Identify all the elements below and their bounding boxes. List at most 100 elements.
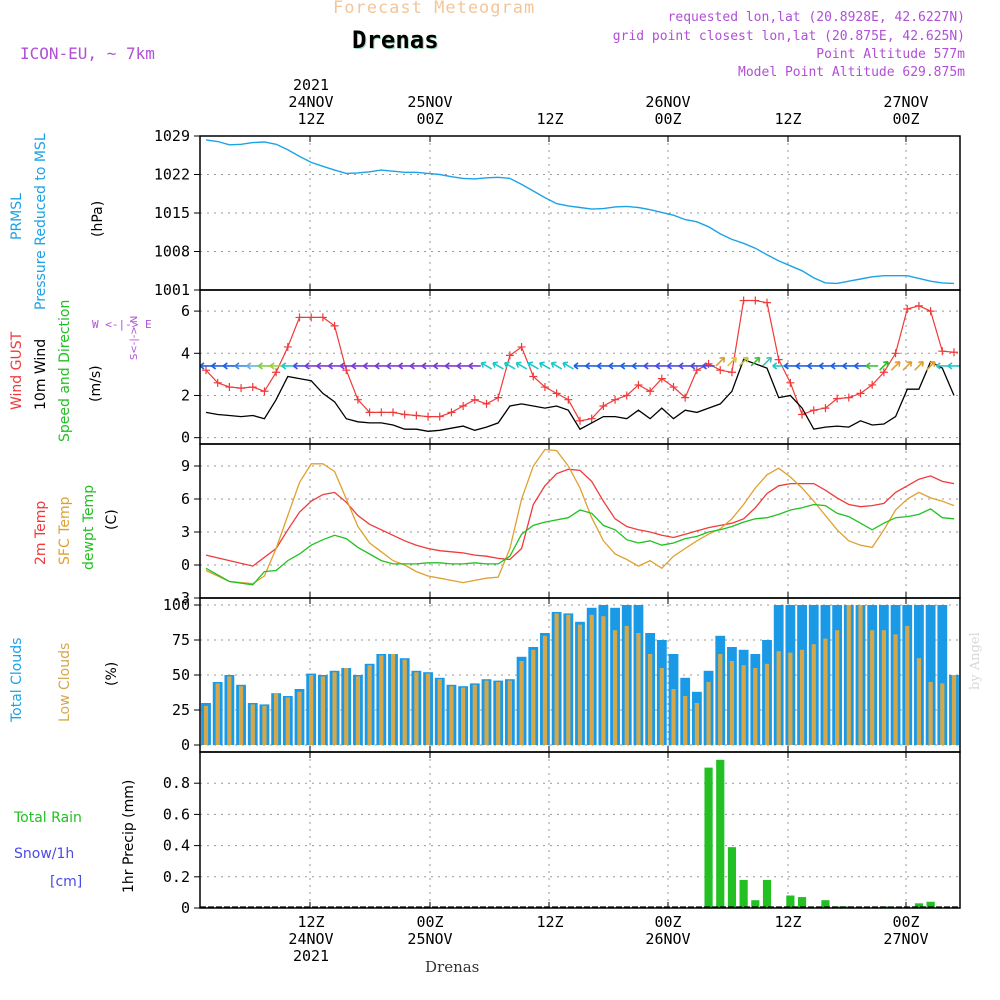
compass-ew-label: W <-|-> E <box>92 318 152 331</box>
low-cloud-bar <box>215 683 220 745</box>
arrow-head <box>281 362 287 370</box>
low-cloud-bar <box>250 704 255 745</box>
arrow-head <box>842 362 848 370</box>
low-cloud-bar <box>951 675 957 745</box>
wind-direction-arrow <box>783 362 797 370</box>
footer-location: Drenas <box>425 958 480 976</box>
rain-bar <box>821 900 830 908</box>
y-tick-label: 9 <box>181 457 190 475</box>
arrow-head <box>316 362 322 370</box>
y-tick-label: 1001 <box>154 281 190 299</box>
y-tick-label: 75 <box>172 631 190 649</box>
gust-marker <box>611 395 620 404</box>
top-tick-1: 25NOV 00Z <box>390 94 470 128</box>
wind-direction-arrow <box>398 362 411 370</box>
bottom-tick-date: 27NOV <box>883 930 929 948</box>
low-cloud-bar <box>519 661 524 745</box>
total-rain-label: Total Rain <box>14 810 82 826</box>
low-cloud-bar <box>402 659 407 745</box>
wind-direction-arrow <box>842 362 855 370</box>
wind-direction-arrow <box>456 362 470 370</box>
panel-bg <box>200 752 960 908</box>
arrow-head <box>807 362 813 370</box>
wind-direction-arrow <box>608 362 622 370</box>
gust-marker <box>587 414 596 423</box>
temp-line-2 <box>205 503 955 586</box>
y-tick-label: 1008 <box>154 243 190 261</box>
arrow-shaft <box>902 361 913 371</box>
wind-direction-arrow <box>480 361 493 370</box>
low-cloud-bar <box>484 680 489 745</box>
total-cloud-bar <box>925 605 936 745</box>
arrow-head <box>339 362 345 370</box>
gust-marker <box>470 395 479 404</box>
rain-bar <box>762 879 772 908</box>
gust-marker <box>552 389 561 398</box>
gust-marker <box>763 298 771 307</box>
wind-direction-arrow <box>211 362 224 370</box>
gust-marker <box>692 366 701 375</box>
y-tick-label: 2 <box>181 386 190 404</box>
arrow-shaft <box>551 362 563 370</box>
arrow-head <box>772 362 778 370</box>
low-cloud-bar <box>379 655 384 745</box>
top-tick-2: 12Z <box>510 111 590 128</box>
wind-direction-arrow <box>690 362 703 370</box>
low-cloud-bar <box>648 654 653 745</box>
arrow-shaft <box>504 362 516 370</box>
low-cloud-bar <box>799 649 805 745</box>
bottom-tick-date: 26NOV <box>645 930 691 948</box>
arrow-head <box>731 356 737 363</box>
gust-marker <box>681 393 690 402</box>
top-tick-hour: 12Z <box>297 110 325 128</box>
low-cloud-bar <box>390 654 396 745</box>
wind-direction-arrow <box>738 356 749 367</box>
wind-direction-arrow <box>585 362 598 370</box>
wind-direction-arrow <box>727 356 737 367</box>
low-cloud-bar <box>274 693 279 745</box>
wind-direction-arrow <box>902 360 913 371</box>
wind-direction-arrow <box>503 361 516 370</box>
arrow-head <box>515 361 522 368</box>
bottom-tick-5: 00Z 27NOV <box>866 914 946 948</box>
arrow-head <box>585 362 591 370</box>
top-tick-year: 2021 <box>292 76 330 94</box>
bottom-tick-date: 25NOV <box>407 930 453 948</box>
panel-border-4 <box>199 751 961 909</box>
wind-line <box>205 358 955 432</box>
wind-direction-arrow <box>269 362 283 370</box>
top-tick-hour: 00Z <box>416 110 444 128</box>
wind-direction-arrow <box>222 362 236 370</box>
low-cloud-bar <box>355 676 361 745</box>
low-cloud-bar <box>566 614 571 745</box>
panel-0: 1029 1022 1015 1008 1001 <box>154 127 960 299</box>
arrow-head <box>550 361 557 368</box>
arrow-shaft <box>515 362 528 370</box>
arrow-shaft <box>715 356 726 367</box>
arrow-head <box>631 362 637 370</box>
gust-marker <box>237 384 246 393</box>
gust-marker <box>272 368 281 377</box>
arrow-shaft <box>727 356 737 367</box>
low-cloud-bar <box>881 630 886 745</box>
low-cloud-bar <box>437 679 442 745</box>
low-cloud-bar <box>753 668 758 745</box>
pressure-line <box>205 139 955 285</box>
bottom-tick-hour: 00Z <box>416 913 444 931</box>
gust-marker <box>657 374 666 383</box>
bottom-tick-hour: 12Z <box>774 913 802 931</box>
low-cloud-bar <box>531 649 536 745</box>
gust-marker <box>389 408 397 417</box>
top-tick-date: 27NOV <box>883 93 929 111</box>
bottom-tick-year: 2021 <box>292 947 330 965</box>
low-cloud-bar <box>554 613 559 745</box>
arrow-head <box>818 362 824 370</box>
gust-marker <box>727 368 736 377</box>
wind-direction-arrow <box>655 362 668 370</box>
panel-2: 9 6 3 0 -3 <box>172 444 960 607</box>
low-cloud-bar <box>203 705 209 745</box>
wind-direction-arrow <box>807 362 820 370</box>
gust-marker <box>202 366 210 375</box>
low-cloud-bar <box>262 705 267 745</box>
